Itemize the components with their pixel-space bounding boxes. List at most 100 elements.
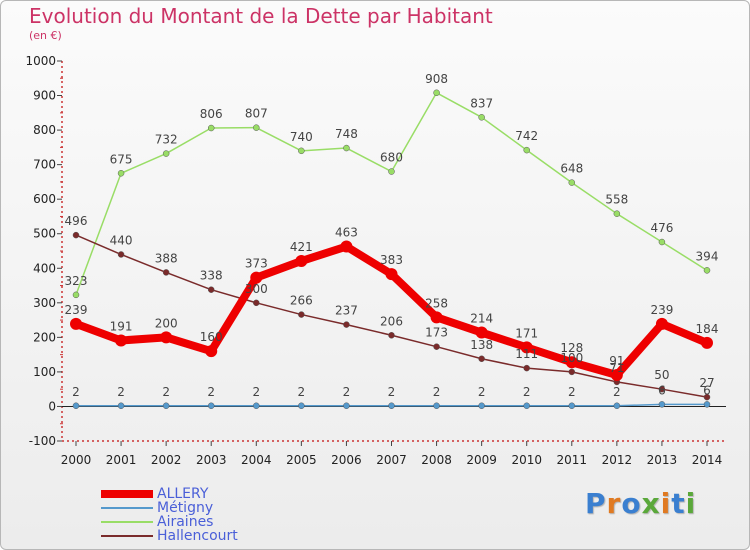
data-point-allery: [295, 255, 308, 268]
data-label-metigny: 6: [658, 383, 666, 397]
y-tick-label: -100: [29, 434, 56, 448]
x-tick-label: 2003: [196, 453, 227, 467]
data-point-hallencourt: [117, 251, 125, 258]
data-label-airaines: 806: [200, 107, 223, 121]
data-point-hallencourt: [433, 343, 440, 350]
x-tick-label: 2004: [241, 453, 272, 467]
data-point-airaines: [117, 170, 125, 177]
data-label-hallencourt: 440: [110, 233, 133, 247]
y-tick-label: 500: [33, 227, 56, 241]
data-label-airaines: 742: [515, 129, 538, 143]
data-label-allery: 239: [65, 303, 88, 317]
brand-letter: t: [671, 487, 686, 520]
legend-swatch-hallencourt: [101, 535, 153, 537]
data-label-airaines: 648: [560, 162, 583, 176]
x-tick-label: 2012: [602, 453, 633, 467]
data-point-allery: [115, 334, 128, 347]
y-tick-label: 600: [33, 192, 56, 206]
data-label-allery: 373: [245, 257, 268, 271]
data-label-allery: 160: [200, 330, 223, 344]
data-label-hallencourt: 300: [245, 282, 268, 296]
data-point-hallencourt: [478, 355, 485, 363]
data-point-metigny: [658, 401, 666, 408]
data-label-airaines: 837: [470, 96, 493, 110]
data-label-allery: 171: [515, 326, 538, 340]
data-point-allery: [701, 336, 713, 349]
data-label-hallencourt: 50: [654, 368, 669, 382]
chart-title: Evolution du Montant de la Dette par Hab…: [29, 4, 493, 28]
data-point-metigny: [207, 402, 215, 410]
x-tick-label: 2008: [421, 453, 452, 467]
data-point-airaines: [568, 179, 576, 186]
data-label-hallencourt: 388: [155, 251, 178, 265]
data-label-metigny: 2: [298, 385, 306, 399]
data-label-airaines: 323: [65, 274, 88, 288]
data-label-allery: 128: [560, 341, 583, 355]
data-label-metigny: 2: [613, 385, 621, 399]
data-point-hallencourt: [298, 311, 305, 318]
data-point-hallencourt: [162, 269, 170, 276]
x-tick-label: 2002: [151, 453, 182, 467]
data-label-hallencourt: 206: [380, 314, 403, 328]
x-tick-label: 2005: [286, 453, 317, 467]
data-point-metigny: [703, 401, 711, 408]
y-tick-label: 400: [33, 261, 56, 275]
data-label-hallencourt: 496: [65, 214, 88, 228]
data-point-airaines: [207, 124, 215, 132]
data-point-hallencourt: [207, 286, 215, 293]
data-label-metigny: 2: [207, 385, 215, 399]
legend-label-airaines: Airaines: [157, 514, 214, 530]
data-label-allery: 463: [335, 226, 358, 240]
data-point-hallencourt: [703, 393, 711, 401]
brand-letter: i: [660, 487, 672, 520]
y-tick-label: 0: [48, 399, 56, 413]
legend: ALLERY Métigny Airaines Hallencourt: [101, 486, 361, 544]
data-label-allery: 258: [425, 296, 448, 310]
legend-item-hallencourt: Hallencourt: [101, 528, 361, 544]
data-point-metigny: [613, 402, 621, 410]
data-point-metigny: [433, 402, 440, 410]
y-tick-label: 900: [33, 89, 56, 103]
x-tick-label: 2010: [511, 453, 542, 467]
data-point-metigny: [253, 402, 260, 410]
data-label-metigny: 6: [703, 383, 711, 397]
data-point-allery: [475, 326, 488, 339]
data-point-airaines: [478, 114, 485, 121]
data-label-hallencourt: 71: [609, 361, 624, 375]
legend-item-airaines: Airaines: [101, 514, 361, 530]
legend-item-allery: ALLERY: [101, 486, 361, 502]
data-label-airaines: 732: [155, 133, 178, 147]
y-tick-label: 800: [33, 123, 56, 137]
data-point-airaines: [162, 150, 170, 157]
data-point-allery: [565, 356, 578, 369]
data-label-airaines: 558: [605, 193, 628, 207]
data-label-metigny: 2: [117, 385, 125, 399]
data-label-airaines: 680: [380, 151, 403, 165]
data-label-airaines: 748: [335, 127, 358, 141]
data-point-hallencourt: [253, 299, 260, 307]
chart-subtitle: (en €): [29, 29, 62, 42]
data-label-metigny: 2: [523, 385, 531, 399]
x-tick-label: 2014: [692, 453, 723, 467]
y-tick-label: 200: [33, 330, 56, 344]
data-point-airaines: [343, 144, 350, 152]
data-point-allery: [520, 341, 533, 354]
x-tick-label: 2001: [106, 453, 137, 467]
data-point-metigny: [298, 402, 305, 410]
data-point-airaines: [253, 124, 260, 131]
legend-label-metigny: Métigny: [157, 500, 214, 516]
data-point-airaines: [298, 147, 305, 155]
data-label-metigny: 2: [72, 385, 80, 399]
data-label-hallencourt: 27: [699, 376, 714, 390]
data-point-airaines: [523, 146, 530, 154]
data-label-airaines: 807: [245, 107, 268, 121]
data-label-allery: 421: [290, 240, 313, 254]
data-point-allery: [655, 317, 668, 330]
data-label-metigny: 2: [388, 385, 396, 399]
data-label-metigny: 2: [433, 385, 441, 399]
data-label-airaines: 394: [696, 249, 719, 263]
y-tick-label: 300: [33, 296, 56, 310]
y-tick-label: 100: [33, 365, 56, 379]
